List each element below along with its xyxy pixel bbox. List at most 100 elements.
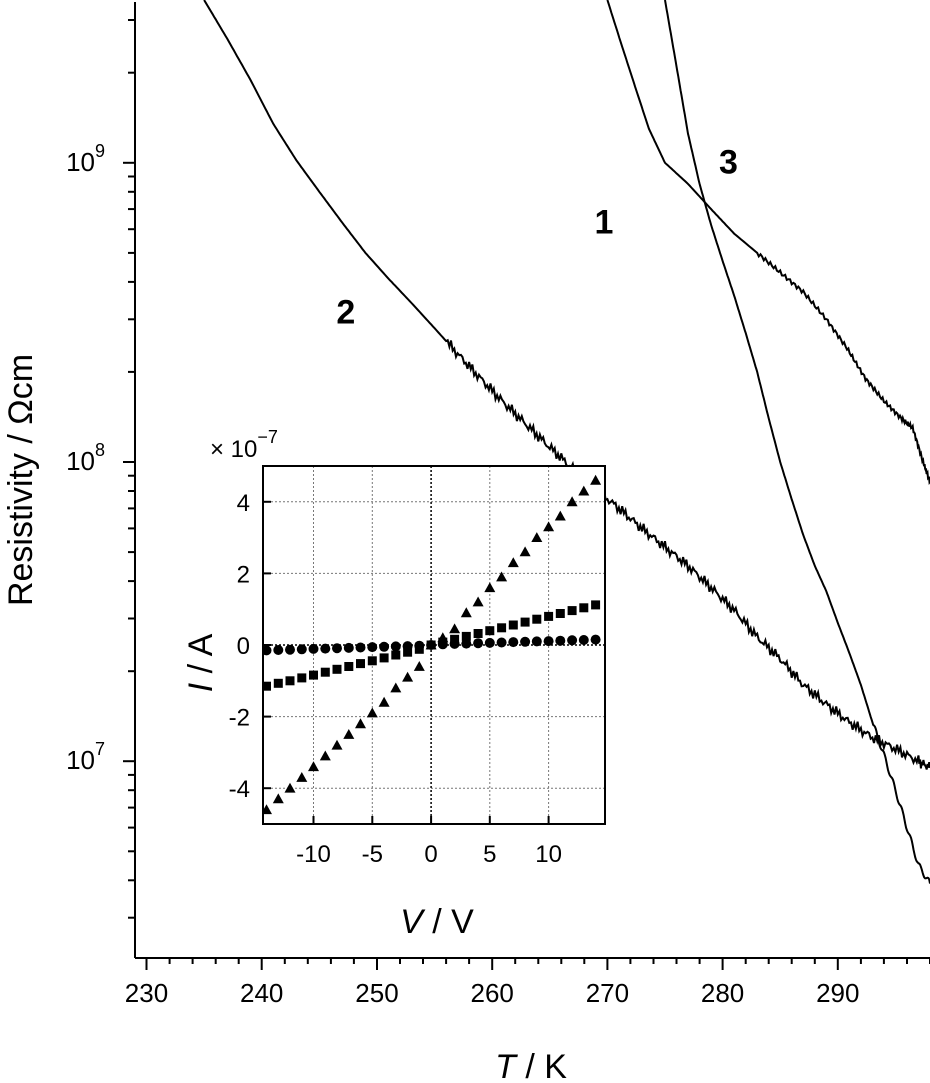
curve-label-2: 2 — [336, 294, 355, 332]
circle-point — [367, 642, 378, 653]
curve-labels-group: 1 2 3 — [336, 144, 738, 332]
circle-point — [543, 636, 554, 647]
x-tick-label: 230 — [125, 978, 168, 1008]
inset-x-axis-unit: / V — [423, 903, 474, 941]
y-tick-exponent: 7 — [95, 739, 105, 759]
square-point — [508, 620, 518, 630]
triangle-point — [460, 607, 472, 618]
triangle-point — [449, 623, 461, 634]
x-tick-labels-group: 230 240 250 260 270 280 290 — [125, 978, 860, 1008]
x-tick-label: 240 — [240, 978, 283, 1008]
circle-point — [520, 636, 531, 647]
circle-point — [308, 643, 319, 654]
square-point — [461, 631, 471, 641]
x-axis-variable: T — [495, 1048, 518, 1083]
inset-x-tick-labels-group: -10 -5 0 5 10 — [296, 841, 562, 868]
inset-x-axis-variable: V — [400, 903, 426, 941]
triangle-point — [519, 546, 531, 557]
x-axis-title: T / K — [495, 1048, 567, 1083]
square-point — [379, 653, 389, 663]
triangle-point — [402, 671, 414, 682]
square-point — [567, 606, 577, 616]
circle-point — [437, 639, 448, 650]
triangle-point — [272, 793, 284, 804]
inset-y-tick-label: 0 — [237, 633, 250, 660]
triangle-point — [308, 761, 319, 772]
triangle-point — [319, 750, 331, 761]
y-tick-exponent: 8 — [95, 440, 105, 460]
circle-point — [296, 644, 307, 655]
triangle-point — [554, 510, 566, 521]
inset-points-group — [263, 474, 602, 815]
square-point — [344, 662, 354, 671]
y-tick-exponent: 9 — [95, 141, 105, 161]
resistivity-curve-3 — [664, 0, 930, 884]
circle-point — [461, 638, 472, 649]
square-point — [263, 681, 271, 691]
inset-x-tick-label: -5 — [362, 841, 383, 868]
inset-y-axis-unit: / A — [182, 633, 220, 682]
square-point — [555, 609, 565, 618]
triangle-point — [366, 707, 378, 718]
inset-y-tick-labels-group: -4 -2 0 2 4 — [229, 490, 250, 803]
y-tick-base: 10 — [66, 745, 95, 775]
triangle-point — [355, 718, 366, 729]
circle-point — [484, 637, 495, 648]
square-point — [273, 678, 283, 688]
resistivity-curve-1 — [606, 0, 930, 486]
square-point — [391, 650, 401, 660]
circle-point — [320, 643, 331, 654]
triangle-point — [484, 582, 496, 593]
circle-point — [343, 642, 354, 653]
triangle-point — [507, 557, 519, 568]
inset-multiplier: × 10−7 — [210, 427, 278, 463]
inset-y-tick-label: -4 — [229, 776, 250, 803]
curve-label-3: 3 — [719, 144, 738, 182]
main-series-group — [203, 0, 930, 884]
square-point — [356, 659, 365, 669]
inset-y-axis-title: I / A — [182, 633, 220, 692]
inset-multiplier-base: × 10 — [210, 436, 257, 463]
curve-label-1: 1 — [594, 204, 613, 242]
triangle-point — [566, 496, 578, 507]
y-axis-title: Resistivity / Ωcm — [2, 354, 40, 606]
circle-point — [449, 638, 460, 649]
circle-point — [426, 640, 437, 650]
x-tick-label: 250 — [355, 978, 398, 1008]
circle-point — [263, 645, 272, 656]
triangle-point — [296, 772, 308, 782]
triangle-point — [413, 661, 425, 671]
x-tick-label: 270 — [586, 978, 629, 1008]
circle-point — [496, 637, 507, 648]
inset-chart: -10 -5 0 5 10 -4 -2 0 2 4 × 10−7 V / V I / A — [182, 427, 606, 941]
x-tick-label: 290 — [816, 978, 859, 1008]
triangle-point — [390, 682, 402, 693]
square-point — [532, 614, 542, 624]
triangle-point — [578, 485, 590, 496]
inset-y-tick-label: 2 — [237, 561, 250, 588]
inset-y-tick-label: -2 — [229, 705, 250, 732]
triangle-point — [263, 804, 272, 815]
square-point — [285, 676, 295, 686]
circle-point — [567, 635, 578, 646]
circle-point — [555, 635, 566, 646]
circle-point — [402, 641, 413, 652]
inset-ticks-group — [263, 500, 550, 824]
triangle-point — [472, 596, 484, 607]
circle-point — [285, 644, 295, 655]
square-point — [297, 673, 307, 683]
inset-multiplier-exponent: −7 — [257, 427, 278, 447]
resistivity-curve-2 — [203, 0, 930, 770]
y-ticks-group — [123, 19, 135, 919]
triangle-point — [378, 696, 390, 707]
circle-point — [473, 638, 484, 649]
square-point — [320, 667, 330, 677]
inset-x-axis-title: V / V — [400, 903, 474, 941]
inset-x-tick-label: 0 — [424, 841, 437, 868]
triangle-point — [543, 521, 555, 532]
circle-point — [531, 636, 542, 647]
circle-point — [578, 635, 589, 645]
